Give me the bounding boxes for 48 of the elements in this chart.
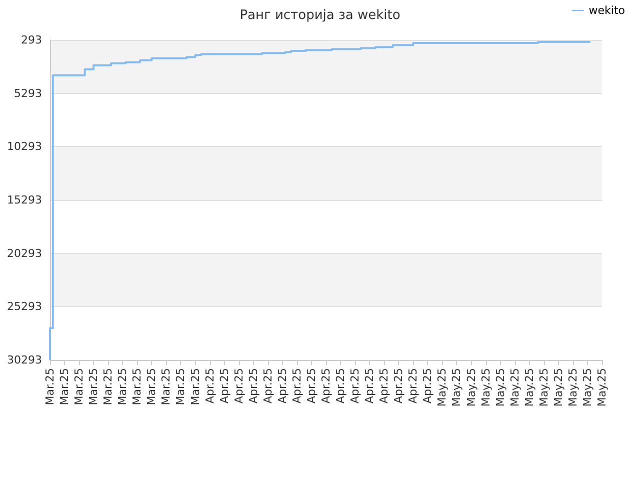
x-tick-label: Apr.25 <box>378 368 391 404</box>
x-tick-label: May.25 <box>522 368 536 407</box>
x-tick-label: Mar.25 <box>102 368 115 406</box>
x-tick-label: May.25 <box>450 368 464 407</box>
x-tick-label: Apr.25 <box>406 368 420 404</box>
x-tick-label: Apr.25 <box>261 368 274 404</box>
x-tick-label: Apr.25 <box>203 368 216 404</box>
y-tick-label: 15293 <box>7 194 42 206</box>
x-tick-label: Apr.25 <box>276 368 289 404</box>
x-tick-label: Mar.25 <box>44 368 56 406</box>
x-tick-label: May.25 <box>479 368 492 407</box>
y-tick-label: 30293 <box>7 354 42 366</box>
x-tick-label: Mar.25 <box>116 368 130 406</box>
legend-label: wekito <box>588 4 626 17</box>
x-tick-label: May.25 <box>508 368 522 407</box>
x-tick-label: Apr.25 <box>290 368 304 404</box>
x-tick-label: Apr.25 <box>232 368 246 404</box>
x-tick-label: May.25 <box>464 368 478 407</box>
x-tick-label: Apr.25 <box>363 368 376 404</box>
x-tick-label: May.25 <box>580 368 594 407</box>
y-tick-label: 293 <box>21 34 42 46</box>
x-tick-label: Mar.25 <box>145 368 158 406</box>
x-tick-label: Apr.25 <box>304 368 318 404</box>
x-tick-label: Mar.25 <box>72 368 86 406</box>
x-tick-label: May.25 <box>566 368 580 407</box>
x-tick-label: Mar.25 <box>174 368 188 406</box>
x-tick-label: Mar.25 <box>188 368 202 406</box>
x-tick-label: Apr.25 <box>392 368 406 404</box>
x-tick-label: Mar.25 <box>160 368 173 406</box>
x-tick-label: Apr.25 <box>320 368 332 404</box>
y-tick-label: 5293 <box>14 86 42 100</box>
x-tick-label: Apr.25 <box>421 368 434 404</box>
y-tick-label: 20293 <box>7 246 42 260</box>
x-tick-label: Apr.25 <box>334 368 348 404</box>
y-tick-label: 25293 <box>7 300 42 314</box>
x-tick-label: Mar.25 <box>130 368 144 406</box>
x-tick-label: Mar.25 <box>58 368 72 406</box>
x-tick-label: May.25 <box>537 368 550 407</box>
x-tick-label: Apr.25 <box>246 368 260 404</box>
x-tick-label: Apr.25 <box>348 368 362 404</box>
x-tick-label: Apr.25 <box>218 368 231 404</box>
x-tick-label: May.25 <box>552 368 565 407</box>
x-tick-label: May.25 <box>436 368 449 407</box>
y-tick-label: 10293 <box>7 140 42 154</box>
chart-title: Ранг историја за wekito <box>240 8 400 23</box>
x-tick-label: May.25 <box>494 368 507 407</box>
x-tick-label: May.25 <box>596 368 608 407</box>
x-tick-label: Mar.25 <box>87 368 100 406</box>
